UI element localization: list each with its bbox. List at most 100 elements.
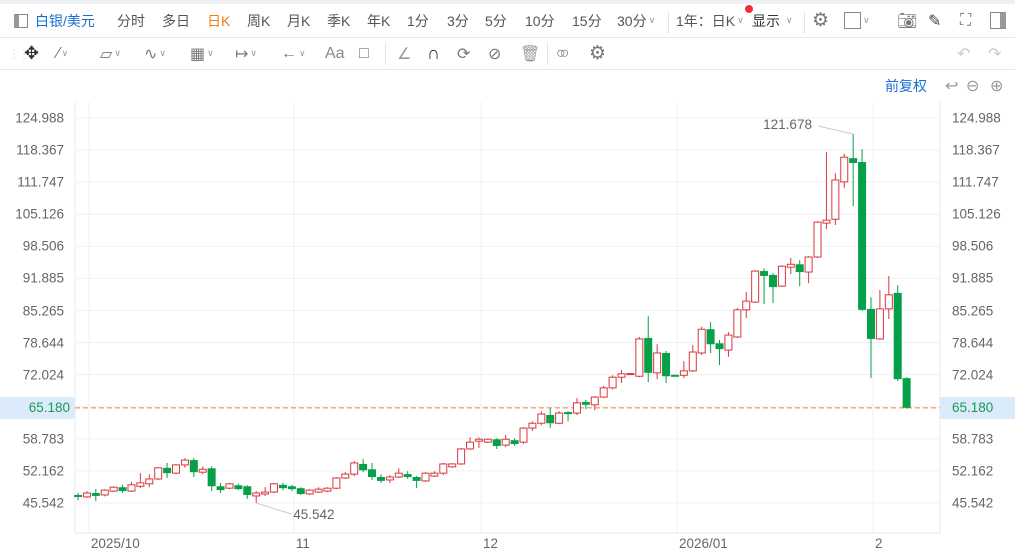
candle-body-up: [813, 221, 822, 258]
x-axis-label: 2: [874, 536, 883, 551]
candle-body-down: [74, 494, 82, 497]
candle-body-up: [127, 484, 136, 492]
display-select[interactable]: 显示 ∨: [752, 4, 793, 37]
panel-right-icon[interactable]: [990, 4, 1006, 37]
divider: [547, 43, 548, 65]
candle-body-up: [528, 422, 537, 429]
polygon-icon: ▱: [100, 45, 113, 63]
panel-left-icon[interactable]: [14, 4, 28, 37]
window-top-strip: [0, 0, 1015, 4]
candle-body-down: [207, 468, 216, 487]
text-tool[interactable]: Aa: [325, 44, 345, 62]
left-y-tick-label: 91.885: [22, 270, 64, 286]
chart-header: 前复权 ↩ ⊖ ⊕: [0, 70, 1015, 102]
zoom-out-icon[interactable]: ⊖: [966, 78, 980, 95]
candle-body-down: [91, 493, 100, 496]
reset-icon[interactable]: ↩: [945, 78, 959, 95]
magnet-icon[interactable]: ∩: [427, 43, 440, 63]
right-y-tick-label: 105.126: [952, 206, 1001, 222]
candle-body-up: [751, 270, 760, 303]
candle-body-up: [457, 448, 466, 465]
candle-body-down: [670, 374, 679, 377]
measure-tool[interactable]: ↦ ∨: [235, 38, 257, 69]
candle-body-down: [296, 488, 305, 494]
grip-icon[interactable]: ⋮⋮: [8, 46, 30, 61]
x-axis-label: 2026/01: [678, 536, 728, 551]
left-y-tick-label: 118.367: [16, 142, 64, 158]
candle-body-up: [697, 328, 706, 354]
tab-period-fenshi[interactable]: 分时: [117, 12, 145, 29]
symbol-label[interactable]: 白银/美元: [35, 12, 95, 29]
trash-icon[interactable]: 🗑︎: [520, 45, 541, 63]
adjust-mode-button[interactable]: 前复权: [885, 78, 927, 94]
right-y-tick-label: 111.747: [952, 174, 999, 190]
move-icon[interactable]: ✥: [24, 43, 40, 63]
tab-period-10min[interactable]: 10分: [525, 12, 555, 29]
arrow-tool[interactable]: ← ∨: [281, 38, 306, 69]
tab-period-30min[interactable]: 30分 ∨: [617, 4, 655, 37]
fullscreen-icon[interactable]: ⛶: [960, 11, 972, 29]
angle-icon[interactable]: ∠: [397, 45, 412, 63]
line-tool[interactable]: ∕ ∨: [57, 38, 68, 69]
candle-body-down: [644, 337, 653, 373]
x-axis-label: 12: [482, 536, 498, 551]
fibonacci-icon: ▦: [190, 45, 206, 63]
candle-body-up: [635, 338, 644, 377]
chevron-down-icon: ∨: [786, 15, 793, 25]
left-y-tick-label: 78.644: [22, 335, 64, 351]
gear-icon[interactable]: ⚙: [812, 10, 830, 31]
zoom-in-icon[interactable]: ⊕: [990, 78, 1004, 95]
compare-icon[interactable]: ○○: [556, 44, 570, 62]
candle-body-up: [154, 467, 163, 480]
right-y-tick-label: 72.024: [952, 367, 994, 383]
tab-period-weekly[interactable]: 周K: [247, 12, 271, 29]
candle-body-down: [368, 469, 377, 478]
candle-body-up: [777, 265, 786, 287]
fibonacci-tool[interactable]: ▦ ∨: [190, 38, 214, 69]
candle-body-up: [270, 483, 279, 493]
candle-body-up: [180, 459, 189, 466]
camera-icon[interactable]: 📷︎: [897, 12, 918, 30]
right-y-tick-label: 45.542: [952, 495, 994, 511]
range-select[interactable]: 1年：日K ∨: [676, 4, 744, 37]
tab-period-15min[interactable]: 15分: [572, 12, 602, 29]
period-toolbar: 白银/美元 分时 多日 日K 周K 月K 季K 年K 1分 3分 5分 10分 …: [0, 4, 1015, 38]
comment-icon[interactable]: □: [359, 44, 369, 62]
divider: [385, 43, 386, 65]
tab-period-1min[interactable]: 1分: [407, 12, 429, 29]
wave-icon: ∿: [144, 45, 158, 63]
pencil-icon[interactable]: ✎: [928, 12, 942, 30]
candle-body-up: [198, 468, 207, 473]
chevron-down-icon: ∨: [737, 15, 744, 25]
candle-body-up: [448, 463, 457, 468]
tab-period-3min[interactable]: 3分: [447, 12, 469, 29]
undo-icon[interactable]: ↶: [957, 45, 971, 63]
tab-period-yearly[interactable]: 年K: [367, 12, 391, 29]
candle-body-down: [866, 308, 875, 339]
min-price-label: 45.542: [293, 507, 335, 522]
gear-icon[interactable]: ⚙: [589, 43, 607, 64]
candle-body-down: [849, 158, 858, 164]
candle-body-down: [492, 439, 501, 447]
eye-off-icon[interactable]: ⊘: [488, 45, 502, 63]
tab-period-5min[interactable]: 5分: [485, 12, 507, 29]
current-price-value: 65.180: [952, 399, 994, 415]
loop-icon[interactable]: ⟳: [457, 45, 471, 63]
polygon-tool[interactable]: ▱ ∨: [100, 38, 121, 69]
square-icon: [844, 12, 861, 29]
candle-body-down: [715, 343, 724, 350]
tab-period-monthly[interactable]: 月K: [287, 12, 311, 29]
tab-period-quarterly[interactable]: 季K: [327, 12, 351, 29]
candle-body-down: [706, 329, 715, 345]
layout-select[interactable]: ∨: [844, 4, 870, 37]
candle-body-down: [287, 486, 296, 490]
candle-body-down: [359, 463, 368, 471]
tab-period-multiday[interactable]: 多日: [162, 12, 190, 29]
wave-tool[interactable]: ∿ ∨: [144, 38, 166, 69]
left-y-tick-label: 85.265: [22, 303, 64, 318]
redo-icon[interactable]: ↷: [988, 45, 1002, 63]
chevron-down-icon: ∨: [648, 15, 656, 25]
current-price-value: 65.180: [28, 399, 70, 415]
tab-period-daily[interactable]: 日K: [207, 12, 231, 29]
candle-body-down: [376, 477, 385, 481]
